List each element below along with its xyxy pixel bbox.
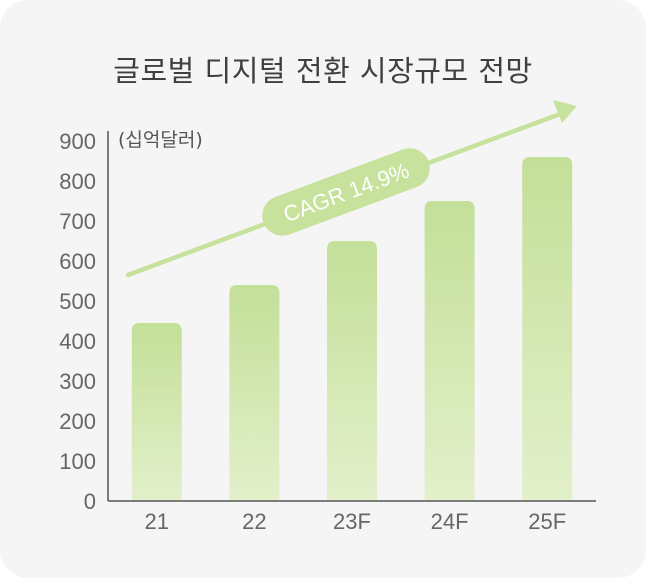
y-axis: 0 100 200 300 400 500 600 700 800 900: [59, 129, 109, 514]
cagr-badge: CAGR 14.9%: [262, 148, 430, 236]
bars-group: [131, 157, 573, 501]
cagr-badge-pill: [262, 148, 430, 236]
y-tick-label: 100: [59, 449, 96, 474]
bar-23f: [327, 241, 377, 501]
bar-21: [131, 323, 182, 501]
y-tick-label: 200: [59, 409, 96, 434]
y-tick-label: 900: [59, 129, 96, 154]
x-tick-label: 25F: [528, 509, 566, 534]
y-tick-label: 700: [59, 209, 96, 234]
x-axis: 21 22 23F 24F 25F: [108, 500, 596, 534]
y-tick-label: 600: [59, 249, 96, 274]
y-tick-label: 0: [84, 489, 96, 514]
x-tick-label: 23F: [333, 509, 371, 534]
x-tick-label: 24F: [431, 509, 469, 534]
x-tick-label: 21: [145, 509, 169, 534]
chart-title: 글로벌 디지털 전환 시장규모 전망: [113, 54, 533, 88]
y-tick-label: 400: [59, 329, 96, 354]
bar-22: [229, 285, 280, 501]
y-tick-label: 300: [59, 369, 96, 394]
unit-label: (십억달러): [118, 129, 203, 151]
y-tick-label: 800: [59, 169, 96, 194]
x-tick-label: 22: [242, 509, 266, 534]
bar-25f: [522, 157, 573, 501]
trend-arrow-head-icon: [553, 100, 577, 123]
bar-24f: [424, 201, 475, 501]
y-tick-label: 500: [59, 289, 96, 314]
